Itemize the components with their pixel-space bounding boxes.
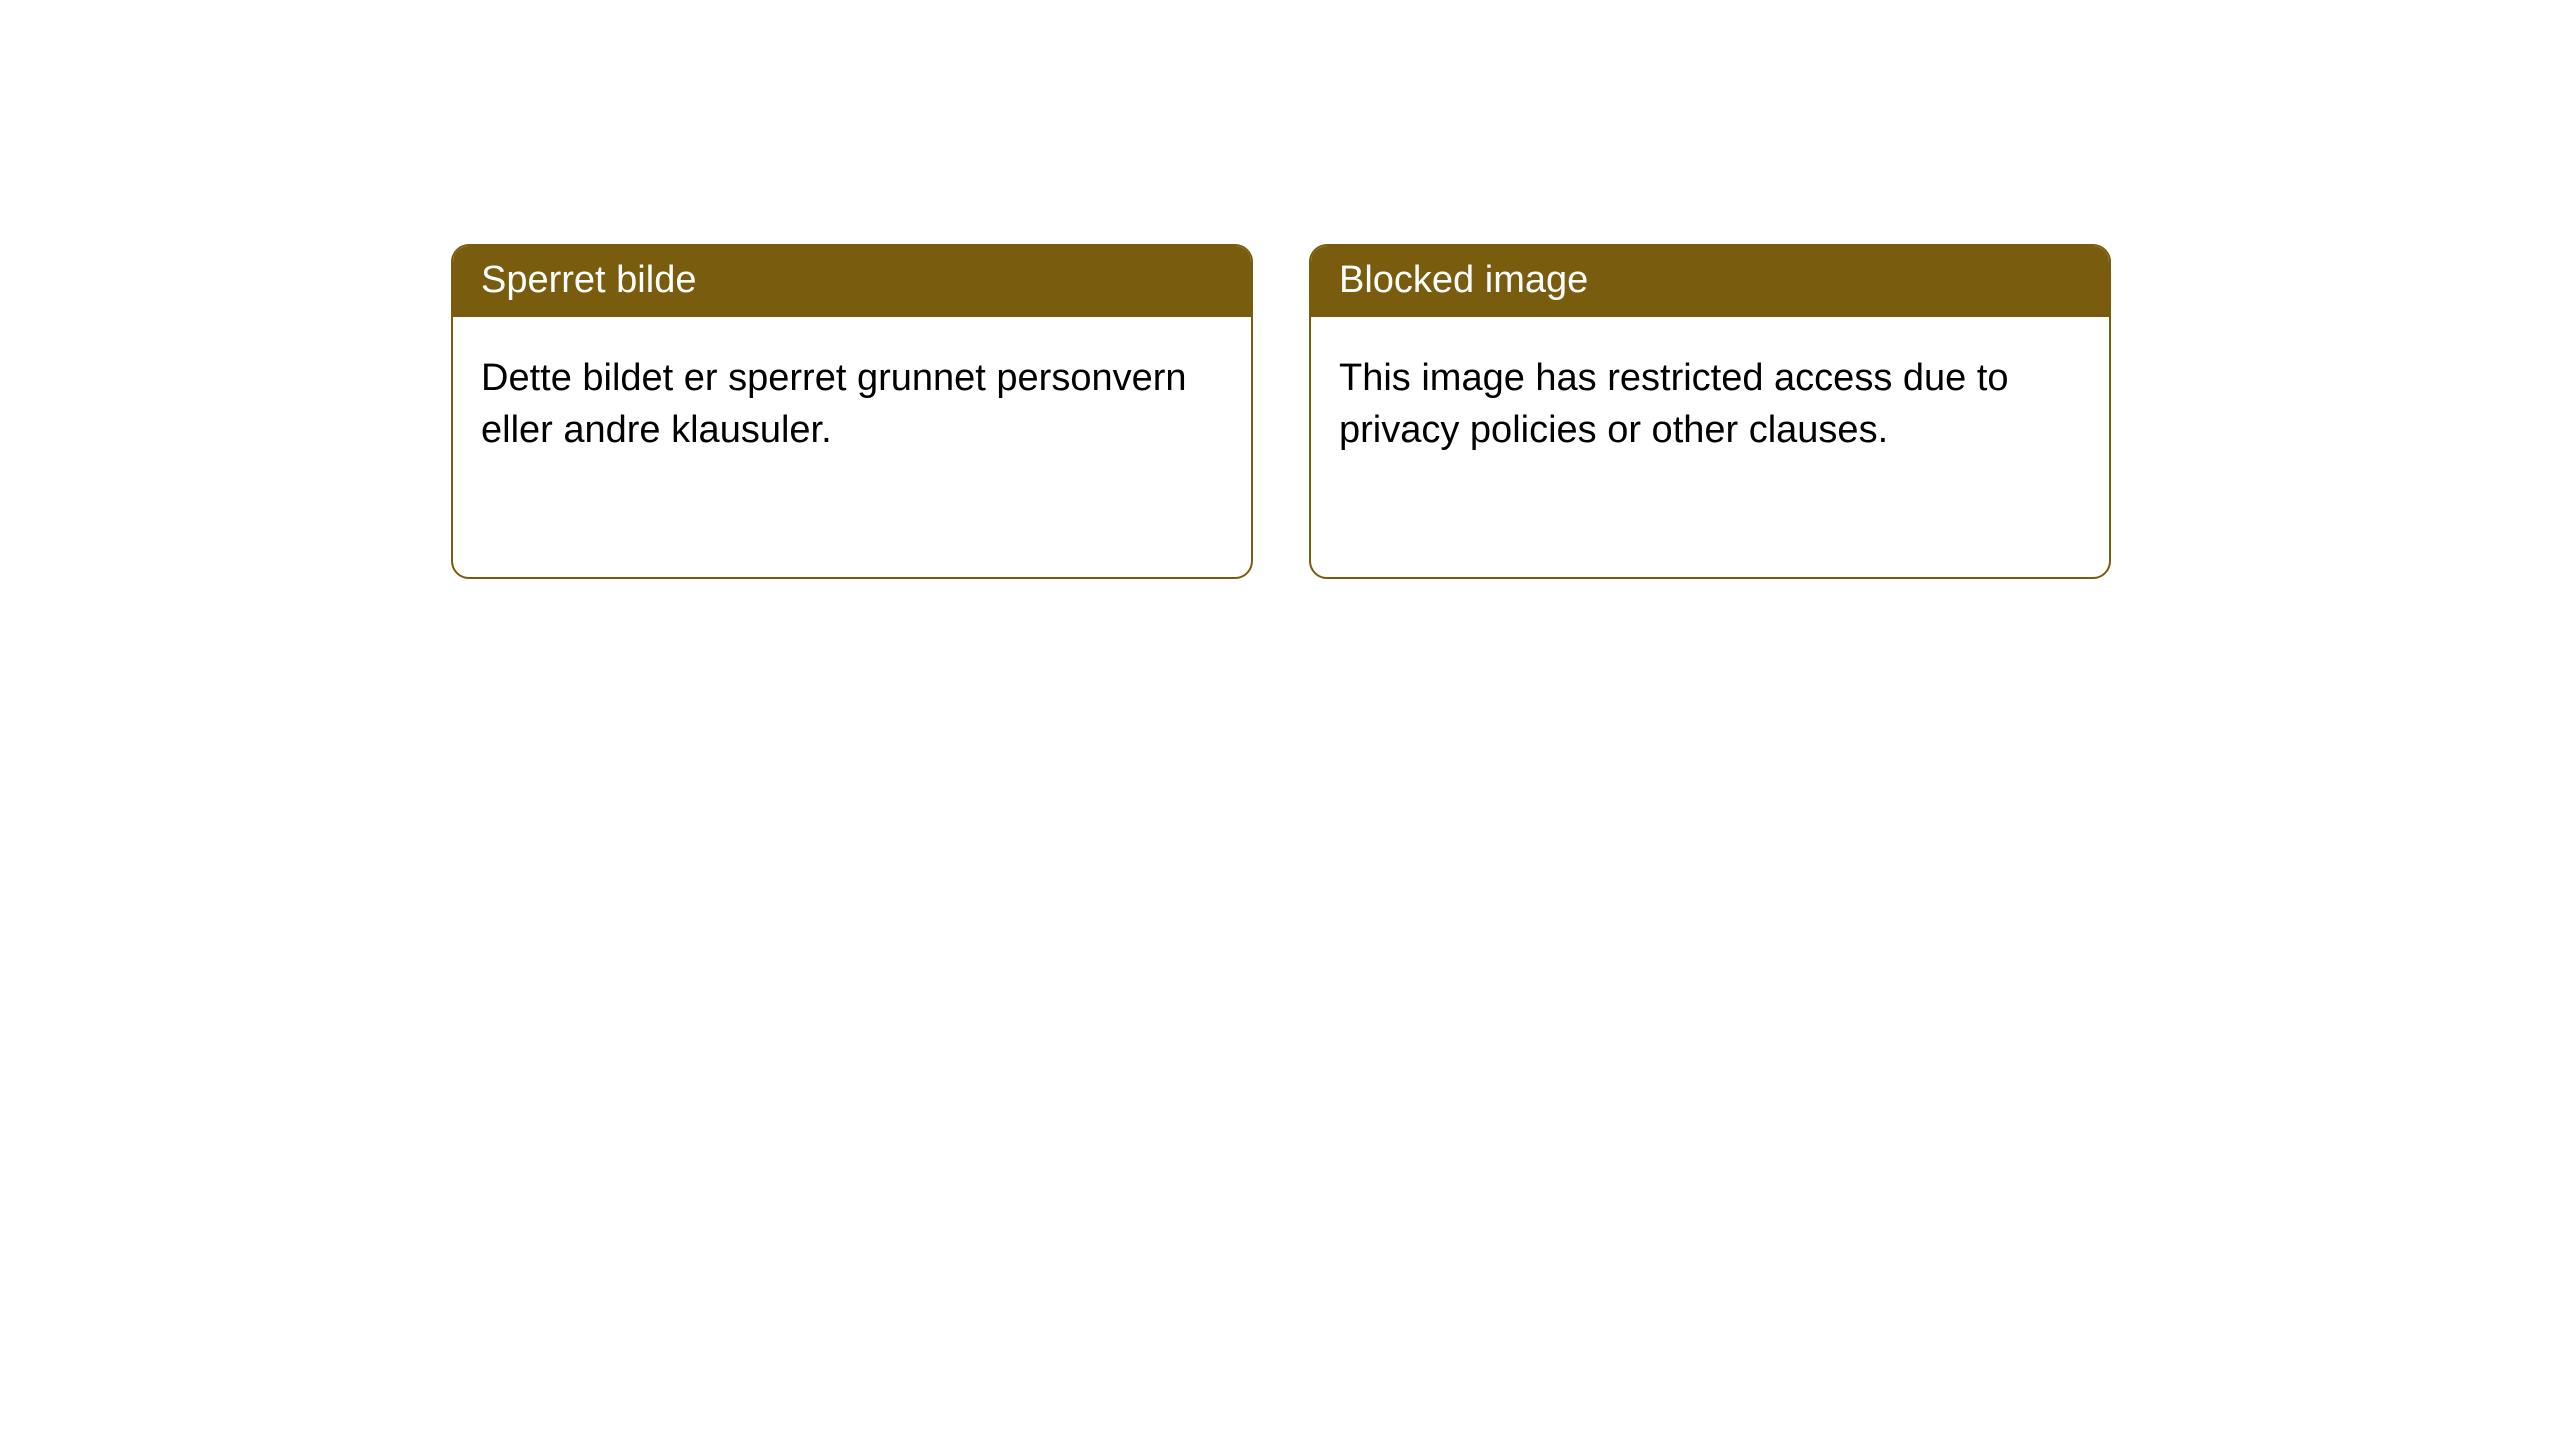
notice-body: This image has restricted access due to … xyxy=(1311,317,2109,492)
notice-card-english: Blocked image This image has restricted … xyxy=(1309,244,2111,579)
notice-container: Sperret bilde Dette bildet er sperret gr… xyxy=(451,244,2111,579)
notice-card-norwegian: Sperret bilde Dette bildet er sperret gr… xyxy=(451,244,1253,579)
notice-title: Sperret bilde xyxy=(453,246,1251,317)
notice-body: Dette bildet er sperret grunnet personve… xyxy=(453,317,1251,492)
notice-title: Blocked image xyxy=(1311,246,2109,317)
